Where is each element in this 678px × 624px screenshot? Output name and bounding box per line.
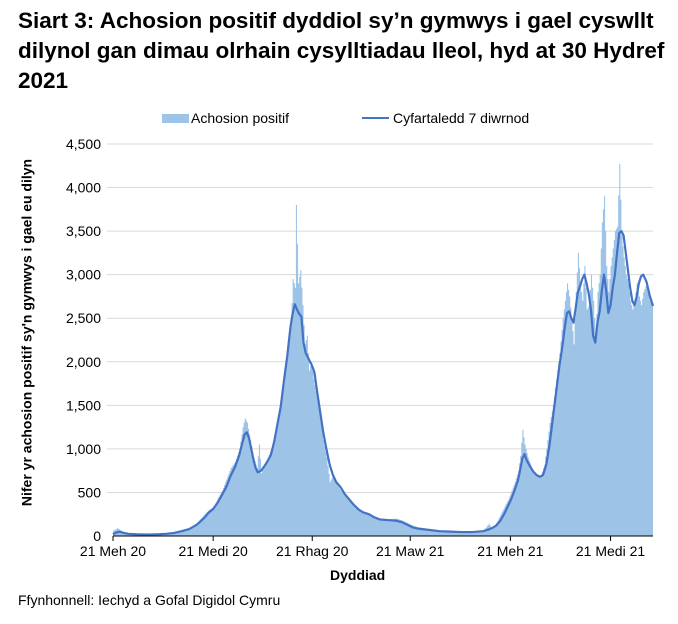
- x-tick-label: 21 Meh 21: [477, 543, 543, 559]
- y-tick-label: 4,500: [66, 136, 101, 152]
- bar-series: [113, 164, 653, 536]
- x-tick-label: 21 Medi 20: [179, 543, 248, 559]
- legend-item-line: Cyfartaledd 7 diwrnod: [362, 110, 529, 126]
- y-tick-label: 3,000: [66, 267, 101, 283]
- line-swatch-icon: [362, 117, 389, 119]
- chart-title: Siart 3: Achosion positif dyddiol sy’n g…: [18, 8, 665, 93]
- y-tick-labels: 0 500 1,000 1,500 2,000 2,500 3,000 3,500 4,000 4…: [66, 136, 101, 544]
- legend: Achosion positif Cyfartaledd 7 diwrnod: [0, 110, 678, 132]
- line-series: [112, 230, 655, 536]
- x-tick-label: 21 Rhag 20: [276, 543, 349, 559]
- y-tick-label: 1,000: [66, 441, 101, 457]
- y-tick-label: 2,500: [66, 310, 101, 326]
- y-tick-label: 3,500: [66, 223, 101, 239]
- x-axis: 21 Meh 20 21 Medi 20 21 Rhag 20 21 Maw 21 21…: [80, 535, 653, 559]
- y-tick-label: 2,000: [66, 354, 101, 370]
- legend-item-bars: Achosion positif: [162, 110, 289, 126]
- y-tick-label: 4,000: [66, 180, 101, 196]
- x-tick-label: 21 Medi 21: [576, 543, 645, 559]
- source-note: Ffynhonnell: Iechyd a Gofal Digidol Cymr…: [18, 592, 281, 608]
- legend-label-line: Cyfartaledd 7 diwrnod: [393, 110, 530, 126]
- y-tick-label: 0: [93, 528, 101, 544]
- x-axis-label: Dyddiad: [330, 567, 386, 583]
- bar-swatch-icon: [162, 113, 189, 123]
- legend-label-bars: Achosion positif: [191, 110, 290, 126]
- x-tick-label: 21 Meh 20: [80, 543, 146, 559]
- x-tick-label: 21 Maw 21: [376, 543, 445, 559]
- y-tick-label: 500: [78, 484, 102, 500]
- y-tick-label: 1,500: [66, 397, 101, 413]
